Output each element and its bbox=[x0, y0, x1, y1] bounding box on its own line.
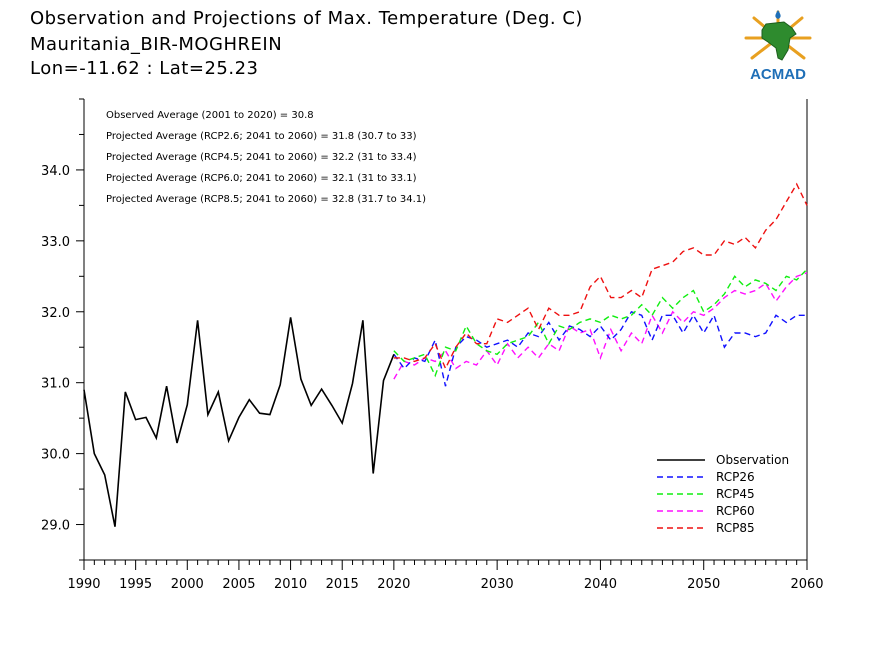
chart-legend: Observation RCP26 RCP45 RCP60 RCP85 bbox=[657, 453, 789, 535]
x-tick-label: 2050 bbox=[687, 577, 720, 592]
chart-series bbox=[83, 182, 808, 527]
title-line-3: Lon=-11.62 : Lat=25.23 bbox=[30, 58, 259, 79]
stat-annotation: Projected Average (RCP2.6; 2041 to 2060)… bbox=[106, 131, 417, 142]
y-tick-label: 29.0 bbox=[41, 519, 70, 534]
series-line-rcp85 bbox=[393, 182, 808, 371]
stat-annotation: Observed Average (2001 to 2020) = 30.8 bbox=[106, 110, 314, 121]
series-line-observation bbox=[83, 317, 395, 527]
africa-map-logo-icon bbox=[744, 10, 812, 61]
legend-label: RCP85 bbox=[716, 521, 755, 535]
y-tick-label: 34.0 bbox=[41, 164, 70, 179]
x-tick-label: 2060 bbox=[790, 577, 823, 592]
x-tick-label: 2030 bbox=[481, 577, 514, 592]
chart-annotations: Observed Average (2001 to 2020) = 30.8 Pr… bbox=[106, 110, 426, 205]
stat-annotation: Projected Average (RCP6.0; 2041 to 2060)… bbox=[106, 173, 417, 184]
x-tick-label: 2020 bbox=[377, 577, 410, 592]
x-tick-label: 2040 bbox=[584, 577, 617, 592]
legend-label: RCP26 bbox=[716, 470, 755, 484]
x-tick-label: 2010 bbox=[274, 577, 307, 592]
x-tick-label: 1995 bbox=[119, 577, 152, 592]
legend-label: Observation bbox=[716, 453, 789, 467]
chart-axes: 29.0 30.0 31.0 32.0 33.0 34.0 1990 1995 2000 2005… bbox=[41, 98, 824, 592]
series-line-rcp45 bbox=[393, 268, 808, 378]
y-tick-label: 32.0 bbox=[41, 306, 70, 321]
legend-label: RCP60 bbox=[716, 504, 755, 518]
y-tick-label: 33.0 bbox=[41, 235, 70, 250]
acmad-logo: ACMAD bbox=[738, 8, 818, 84]
title-line-1: Observation and Projections of Max. Temp… bbox=[30, 8, 583, 29]
stat-annotation: Projected Average (RCP4.5; 2041 to 2060)… bbox=[106, 152, 417, 163]
y-tick-label: 31.0 bbox=[41, 377, 70, 392]
y-tick-label: 30.0 bbox=[41, 448, 70, 463]
title-line-2: Mauritania_BIR-MOGHREIN bbox=[30, 34, 283, 55]
x-tick-label: 2015 bbox=[326, 577, 359, 592]
series-line-rcp60 bbox=[393, 272, 808, 380]
x-tick-label: 2000 bbox=[171, 577, 204, 592]
legend-label: RCP45 bbox=[716, 487, 755, 501]
x-tick-label: 1990 bbox=[67, 577, 100, 592]
stat-annotation: Projected Average (RCP8.5; 2041 to 2060)… bbox=[106, 194, 426, 205]
series-line-rcp26 bbox=[393, 310, 807, 387]
logo-text: ACMAD bbox=[750, 66, 806, 83]
x-tick-label: 2005 bbox=[222, 577, 255, 592]
